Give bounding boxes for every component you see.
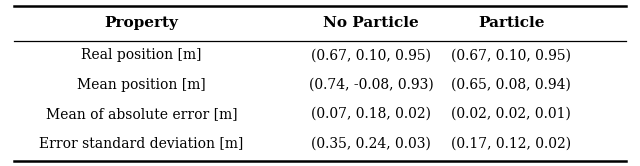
- Text: (0.65, 0.08, 0.94): (0.65, 0.08, 0.94): [451, 78, 571, 92]
- Text: (0.74, -0.08, 0.93): (0.74, -0.08, 0.93): [308, 78, 433, 92]
- Text: (0.17, 0.12, 0.02): (0.17, 0.12, 0.02): [451, 136, 572, 150]
- Text: (0.67, 0.10, 0.95): (0.67, 0.10, 0.95): [451, 48, 571, 62]
- Text: (0.67, 0.10, 0.95): (0.67, 0.10, 0.95): [311, 48, 431, 62]
- Text: No Particle: No Particle: [323, 16, 419, 30]
- Text: Mean of absolute error [m]: Mean of absolute error [m]: [46, 107, 237, 121]
- Text: Property: Property: [105, 16, 179, 30]
- Text: Error standard deviation [m]: Error standard deviation [m]: [40, 136, 244, 150]
- Text: (0.02, 0.02, 0.01): (0.02, 0.02, 0.01): [451, 107, 571, 121]
- Text: Mean position [m]: Mean position [m]: [77, 78, 206, 92]
- Text: Particle: Particle: [478, 16, 545, 30]
- Text: Real position [m]: Real position [m]: [81, 48, 202, 62]
- Text: (0.35, 0.24, 0.03): (0.35, 0.24, 0.03): [311, 136, 431, 150]
- Text: (0.07, 0.18, 0.02): (0.07, 0.18, 0.02): [311, 107, 431, 121]
